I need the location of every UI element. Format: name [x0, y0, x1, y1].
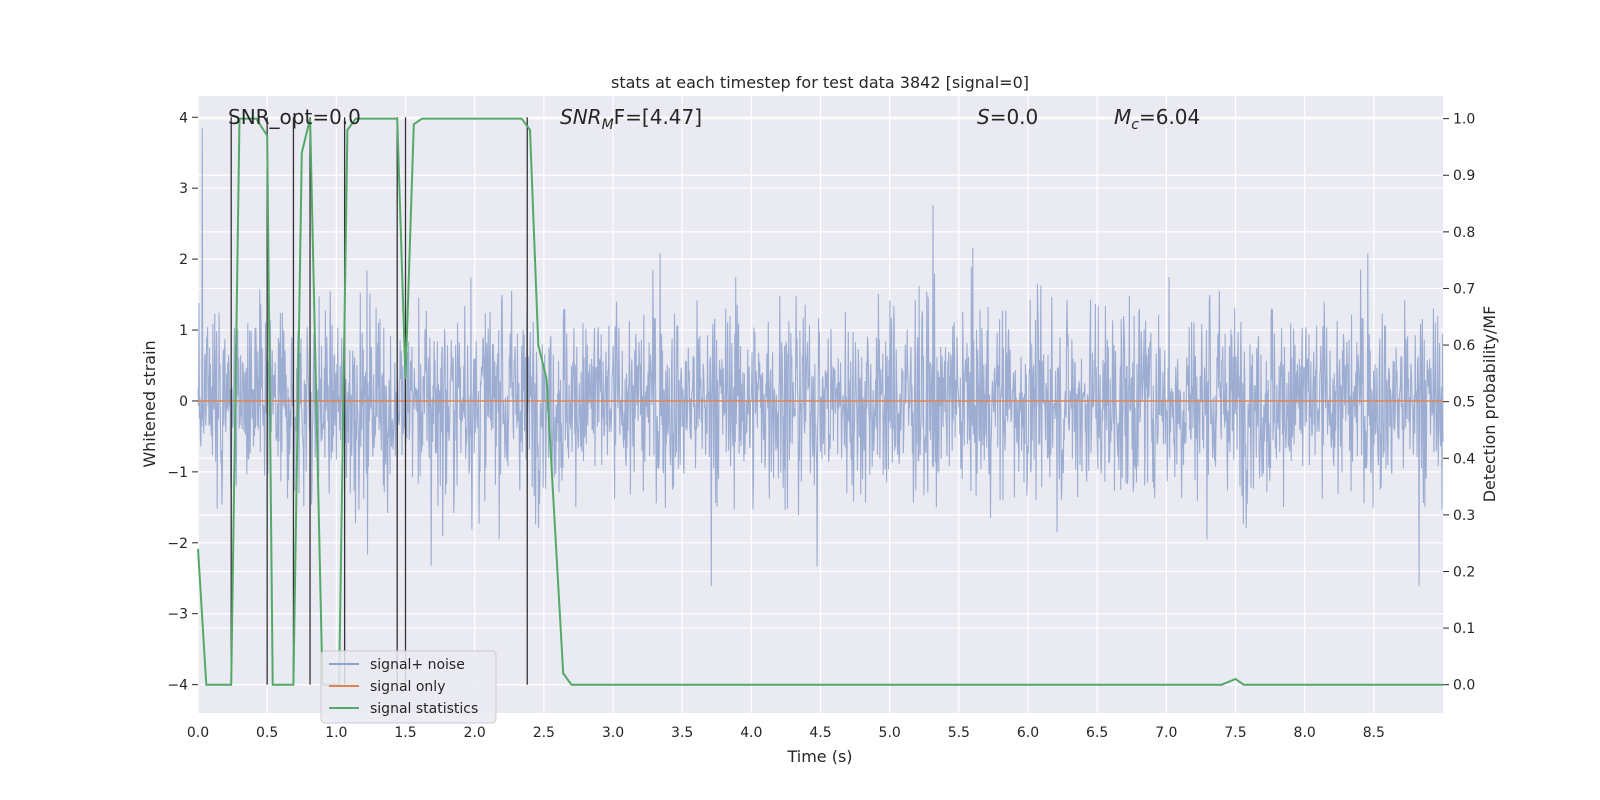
y-right-tick-label: 0.2 [1453, 564, 1475, 580]
x-axis-label: Time (s) [786, 747, 852, 766]
x-tick-label: 6.0 [1017, 725, 1039, 741]
y-left-tick-label: 4 [179, 110, 188, 126]
y-right-tick-label: 0.6 [1453, 338, 1475, 354]
statistics-series [197, 117, 1443, 686]
x-tick-label: 8.5 [1363, 725, 1385, 741]
snr-mf-subscript: M [602, 117, 614, 133]
y-left-tick-labels: 4 3 2 1 0 −1 −2 −3 −4 [167, 110, 198, 694]
y-right-tick-labels: 1.0 0.9 0.8 0.7 0.6 0.5 0.4 0.3 0.2 0.1 0.0 [1443, 112, 1475, 694]
annotation-snr-mf: SNRMF=[4.47] [560, 105, 702, 133]
y-left-tick-label: −2 [167, 536, 188, 552]
s-value: =0.0 [990, 105, 1039, 129]
x-tick-label: 3.0 [602, 725, 624, 741]
x-tick-label: 7.0 [1155, 725, 1177, 741]
x-tick-label: 7.5 [1224, 725, 1246, 741]
y-right-tick-label: 0.7 [1453, 281, 1475, 297]
y-left-tick-label: −1 [167, 465, 188, 481]
annotation-s: S=0.0 [977, 105, 1038, 129]
x-tick-label: 2.0 [464, 725, 486, 741]
y-right-tick-label: 0.9 [1453, 168, 1475, 184]
y-left-tick-label: 1 [179, 323, 188, 339]
x-tick-label: 0.0 [187, 725, 209, 741]
x-tick-label: 0.5 [256, 725, 278, 741]
snr-mf-value: F=[4.47] [614, 105, 702, 129]
x-tick-label: 8.0 [1294, 725, 1316, 741]
y-right-tick-label: 1.0 [1453, 112, 1475, 128]
mc-subscript: c [1131, 117, 1139, 133]
x-tick-label: 1.5 [394, 725, 416, 741]
chart-title: stats at each timestep for test data 384… [611, 73, 1029, 92]
x-tick-label: 5.5 [948, 725, 970, 741]
legend-label-signal: signal only [370, 679, 445, 695]
statistics-line [197, 117, 1443, 686]
y-right-axis-label: Detection probability/MF [1480, 306, 1499, 503]
y-left-tick-label: 2 [179, 252, 188, 268]
legend: signal+ noise signal only signal statist… [320, 650, 497, 724]
x-tick-label: 6.5 [1086, 725, 1108, 741]
legend-label-stats: signal statistics [370, 701, 478, 717]
y-right-tick-label: 0.3 [1453, 508, 1475, 524]
annotation-mc: Mc=6.04 [1114, 105, 1200, 133]
y-left-tick-label: 3 [179, 181, 188, 197]
y-left-tick-label: 0 [179, 394, 188, 410]
legend-label-noise: signal+ noise [370, 657, 465, 673]
y-right-tick-label: 0.0 [1453, 678, 1475, 694]
x-tick-label: 3.5 [671, 725, 693, 741]
x-tick-label: 4.0 [740, 725, 762, 741]
y-right-tick-label: 0.1 [1453, 621, 1475, 637]
y-right-tick-label: 0.4 [1453, 451, 1475, 467]
mc-symbol: M [1114, 105, 1131, 129]
snr-mf-symbol: SNR [560, 105, 602, 129]
x-tick-label: 1.0 [325, 725, 347, 741]
x-tick-labels: 0.0 0.5 1.0 1.5 2.0 2.5 3.0 3.5 4.0 4.5 5.0 5.5 6.0 6… [187, 725, 1385, 741]
y-left-tick-label: −3 [167, 607, 188, 623]
y-right-tick-label: 0.8 [1453, 225, 1475, 241]
legend-box [320, 650, 497, 724]
s-symbol: S [977, 105, 990, 129]
vertical-markers [230, 117, 528, 685]
y-left-tick-label: −4 [167, 678, 188, 694]
mc-value: =6.04 [1139, 105, 1200, 129]
y-right-tick-label: 0.5 [1453, 395, 1475, 411]
y-left-axis-label: Whitened strain [140, 340, 159, 467]
x-tick-label: 5.0 [879, 725, 901, 741]
x-tick-label: 2.5 [533, 725, 555, 741]
annotation-snr-opt: SNR_opt=0.0 [228, 105, 361, 129]
x-tick-label: 4.5 [809, 725, 831, 741]
